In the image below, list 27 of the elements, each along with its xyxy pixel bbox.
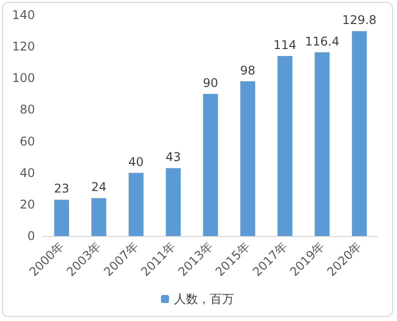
data-label: 40 <box>128 154 144 169</box>
legend-label: 人数，百万 <box>174 292 234 306</box>
y-tick-label: 0 <box>27 229 35 243</box>
y-tick-label: 60 <box>20 134 35 148</box>
bar <box>278 56 292 236</box>
y-tick-label: 100 <box>12 71 35 86</box>
bar <box>240 81 256 236</box>
data-label: 116.4 <box>304 34 340 48</box>
y-tick-label: 140 <box>12 8 35 22</box>
data-label: 129.8 <box>342 13 377 28</box>
data-label: 98 <box>240 63 256 78</box>
data-label: 43 <box>166 150 181 164</box>
y-tick-label: 120 <box>12 40 35 54</box>
y-tick-label: 20 <box>20 197 35 212</box>
bar <box>128 172 144 236</box>
bar <box>166 168 181 236</box>
data-label: 114 <box>273 38 296 52</box>
y-tick-label: 40 <box>20 166 35 180</box>
data-label: 24 <box>91 180 106 194</box>
y-tick-label: 80 <box>20 102 35 117</box>
bar <box>54 200 70 236</box>
bar <box>203 94 218 236</box>
data-label: 90 <box>202 76 218 90</box>
bar <box>314 52 330 236</box>
bar <box>352 31 367 236</box>
data-label: 23 <box>54 182 70 196</box>
bar <box>91 198 106 236</box>
